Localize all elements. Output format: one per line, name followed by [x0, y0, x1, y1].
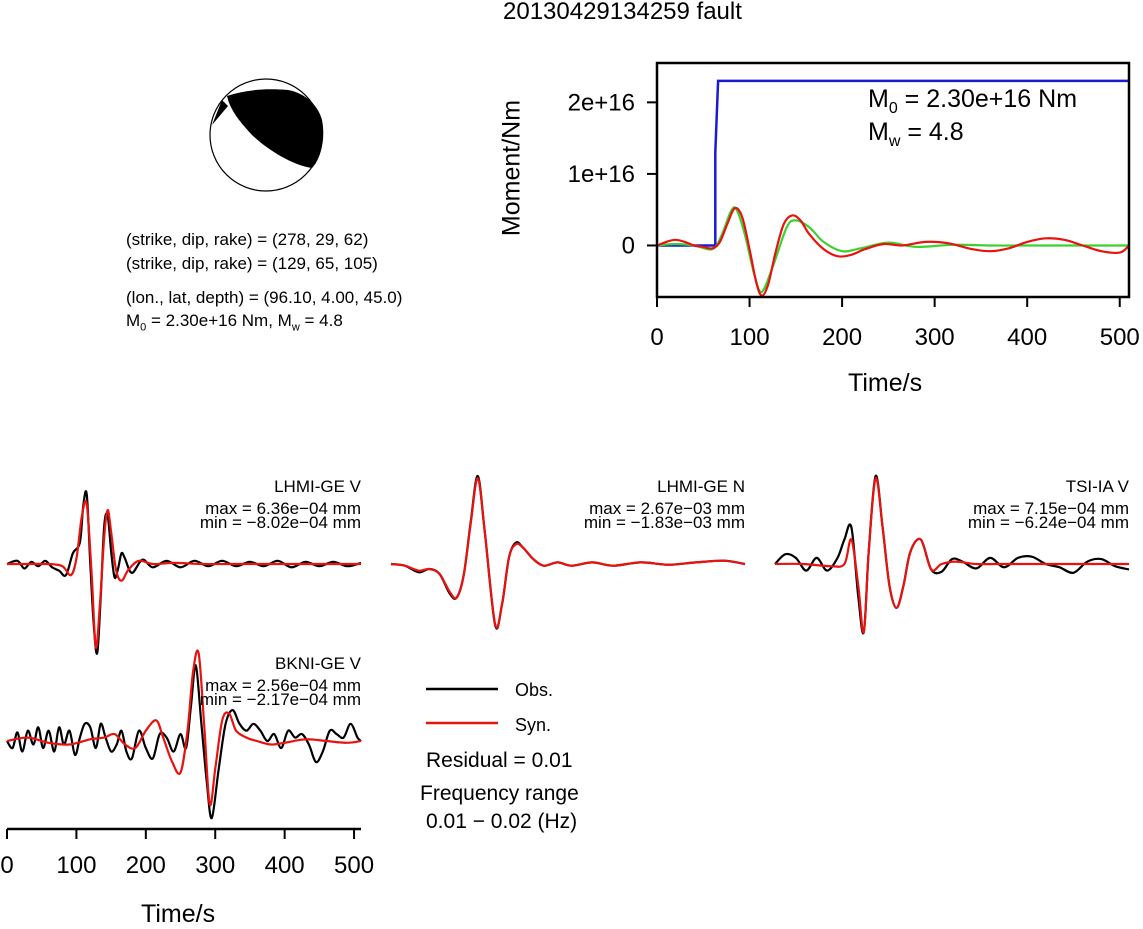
- beachball-compression-quadrant: [227, 89, 324, 168]
- magnitude-m0-prefix: M: [126, 311, 141, 330]
- figure-title: 20130429134259 fault: [503, 0, 742, 25]
- nodal-plane-2: (strike, dip, rake) = (129, 65, 105): [126, 254, 378, 273]
- station-max-lhmi-n: max = 2.67e−03 mm: [589, 499, 745, 518]
- waveform-xtick-label: 100: [56, 852, 96, 879]
- m0-value: = 2.30e+16 Nm: [897, 85, 1078, 113]
- station-label-lhmi-n: LHMI-GE N: [657, 477, 745, 496]
- waveform-xlabel: Time/s: [141, 900, 216, 928]
- waveform-bkni-ge-v-synthetic: [6, 649, 362, 807]
- legend-obs-label: Obs.: [515, 680, 554, 700]
- station-min-tsi-v: min = −6.24e−04 mm: [967, 513, 1129, 532]
- waveform-lhmi-ge-v-synthetic: [6, 499, 361, 649]
- moment-mw-annotation: Mw = 4.8: [868, 118, 964, 151]
- waveform-xtick-label: 0: [0, 852, 13, 879]
- moment-m0-annotation: M0 = 2.30e+16 Nm: [868, 85, 1077, 118]
- moment-xlabel: Time/s: [848, 369, 923, 397]
- event-magnitude: M0 = 2.30e+16 Nm, Mw = 4.8: [126, 311, 343, 333]
- waveform-lhmi-ge-v-observed: [6, 490, 362, 655]
- station-min-lhmi-n: min = −1.83e−03 mm: [583, 513, 745, 532]
- station-max-tsi-v: max = 7.15e−04 mm: [973, 499, 1129, 518]
- m0-sub: 0: [888, 100, 898, 117]
- moment-xtick-label: 200: [822, 324, 862, 351]
- waveform-bkni-ge-v-observed: [6, 664, 362, 820]
- waveform-xtick-label: 300: [195, 852, 235, 879]
- legend-syn-label: Syn.: [515, 715, 552, 735]
- magnitude-m0-text: = 2.30e+16 Nm, M: [146, 311, 292, 330]
- magnitude-m0-sub: 0: [140, 321, 147, 334]
- moment-xtick-label: 300: [915, 324, 955, 351]
- moment-xtick-label: 0: [650, 324, 663, 351]
- station-label-tsi-v: TSI-IA V: [1065, 477, 1129, 496]
- moment-ytick-label: 1e+16: [568, 161, 635, 188]
- waveform-xtick-label: 500: [334, 852, 374, 879]
- beachball-compression-sliver: [212, 100, 228, 125]
- moment-xtick-label: 500: [1100, 324, 1140, 351]
- mw-value: = 4.8: [900, 118, 964, 146]
- m0-label: M: [868, 85, 889, 113]
- mw-label: M: [868, 118, 889, 146]
- nodal-plane-1: (strike, dip, rake) = (278, 29, 62): [126, 230, 369, 249]
- waveform-xtick-label: 200: [126, 852, 166, 879]
- residual-text: Residual = 0.01: [426, 749, 573, 772]
- moment-plot-frame: [655, 61, 1131, 299]
- waveform-tsi-ia-v-synthetic: [774, 477, 1129, 634]
- frequency-range-title: Frequency range: [420, 782, 579, 805]
- station-label-lhmi-v: LHMI-GE V: [274, 477, 361, 496]
- waveform-lhmi-ge-n-synthetic: [390, 477, 746, 629]
- station-min-bkni-v: min = −2.17e−04 mm: [199, 690, 361, 709]
- moment-ylabel: Moment/Nm: [497, 99, 526, 237]
- moment-series-2: [656, 206, 1130, 297]
- magnitude-mw-sub: w: [291, 321, 300, 334]
- waveform-xtick-label: 400: [265, 852, 305, 879]
- moment-ytick-label: 2e+16: [568, 89, 635, 116]
- event-location: (lon., lat, depth) = (96.10, 4.00, 45.0): [126, 288, 403, 307]
- station-label-bkni-v: BKNI-GE V: [275, 654, 361, 673]
- moment-xtick-label: 400: [1007, 324, 1047, 351]
- station-min-lhmi-v: min = −8.02e−04 mm: [199, 513, 361, 532]
- moment-ytick-label: 0: [622, 232, 635, 259]
- station-max-lhmi-v: max = 6.36e−04 mm: [205, 499, 361, 518]
- station-max-bkni-v: max = 2.56e−04 mm: [205, 676, 361, 695]
- moment-xtick-label: 100: [730, 324, 770, 351]
- frequency-range-value: 0.01 − 0.02 (Hz): [426, 810, 578, 833]
- magnitude-mw-text: = 4.8: [299, 311, 343, 330]
- mw-sub: w: [888, 133, 901, 150]
